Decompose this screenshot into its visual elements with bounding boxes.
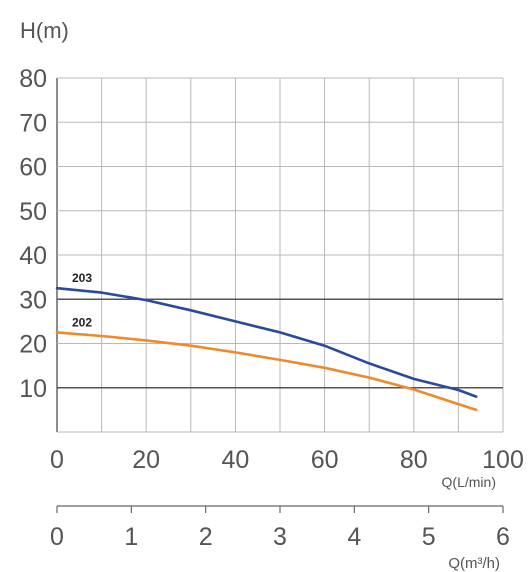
y-tick-label: 40 — [19, 242, 47, 270]
series-line-202 — [55, 331, 478, 412]
secondary-x-tick-label: 5 — [422, 523, 436, 551]
y-tick-label: 50 — [19, 198, 47, 226]
y-tick-label: 60 — [19, 154, 47, 182]
secondary-x-tick-label: 1 — [124, 523, 138, 551]
secondary-x-tick-label: 2 — [199, 523, 213, 551]
y-tick-label: 10 — [19, 375, 47, 403]
series-label-203: 203 — [72, 271, 92, 285]
secondary-x-tick-label: 6 — [496, 523, 510, 551]
y-tick-label: 20 — [19, 331, 47, 359]
x-tick-label: 0 — [50, 446, 64, 474]
y-axis-ticks: 10 20 30 40 50 60 70 80 — [19, 65, 47, 403]
y-tick-label: 70 — [19, 109, 47, 137]
secondary-x-axis: 0 1 2 3 4 5 6 — [50, 505, 510, 551]
x-tick-label: 40 — [221, 446, 249, 474]
x-axis-label: Q(L/min) — [442, 474, 496, 490]
series-group: 203 202 — [55, 271, 478, 412]
secondary-x-tick-label: 0 — [50, 523, 64, 551]
series-line-203 — [55, 286, 478, 398]
secondary-x-tick-label: 3 — [273, 523, 287, 551]
y-tick-label: 80 — [19, 65, 47, 93]
x-tick-label: 80 — [400, 446, 428, 474]
y-tick-label: 30 — [19, 286, 47, 314]
series-label-202: 202 — [72, 315, 92, 329]
y-axis-label: H(m) — [20, 18, 69, 43]
secondary-x-axis-label: Q(m³/h) — [448, 555, 500, 572]
x-tick-label: 100 — [482, 446, 524, 474]
x-axis-ticks: 0 20 40 60 80 100 — [50, 446, 524, 474]
x-tick-label: 60 — [311, 446, 339, 474]
grid — [56, 77, 504, 433]
secondary-x-tick-label: 4 — [347, 523, 361, 551]
x-tick-label: 20 — [132, 446, 160, 474]
